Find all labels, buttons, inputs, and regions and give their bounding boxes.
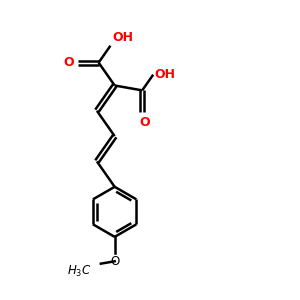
- Text: OH: OH: [155, 68, 176, 81]
- Text: OH: OH: [112, 31, 133, 44]
- Text: O: O: [64, 56, 74, 69]
- Text: O: O: [139, 116, 150, 129]
- Text: O: O: [110, 255, 119, 268]
- Text: $H_3C$: $H_3C$: [68, 264, 92, 279]
